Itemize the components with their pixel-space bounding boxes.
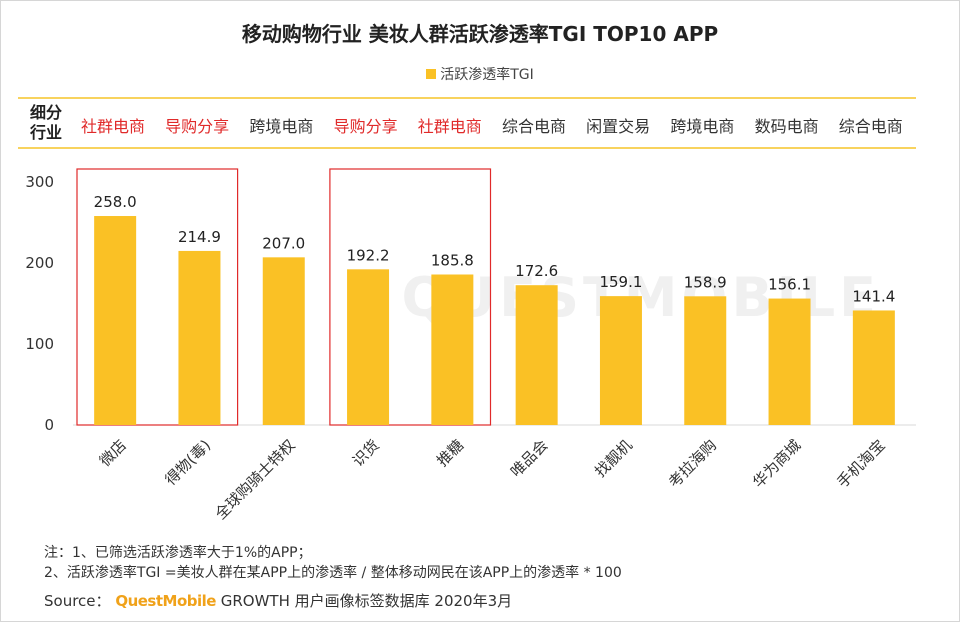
industry-row: 细分 行业 社群电商 导购分享 跨境电商 导购分享 社群电商 综合电商 闲置交易 跨境电商 数码… — [18, 97, 916, 149]
industry-header-line: 行业 — [29, 123, 62, 142]
data-label: 258.0 — [94, 193, 137, 211]
bar — [515, 285, 558, 425]
industry-cell: 导购分享 — [333, 117, 398, 136]
x-tick-label: 推糖 — [433, 436, 467, 470]
highlight-box — [76, 168, 239, 426]
highlight-box — [329, 168, 492, 426]
bar — [599, 296, 642, 425]
data-label: 141.4 — [852, 287, 895, 305]
x-tick-label: 华为商城 — [749, 436, 804, 491]
bar — [262, 257, 305, 425]
legend-label: 活跃渗透率TGI — [440, 67, 534, 83]
chart-title: 移动购物行业 美妆人群活跃渗透率TGI TOP10 APP — [241, 22, 719, 46]
industry-cell: 数码电商 — [754, 117, 819, 136]
industry-header: 细分 行业 — [26, 103, 66, 143]
bar — [347, 269, 390, 425]
source-prefix: Source： — [44, 592, 111, 610]
x-tick-label: 找靓机 — [591, 436, 636, 481]
data-label: 158.9 — [684, 273, 727, 291]
x-tick-label: 唯品会 — [507, 436, 552, 481]
note-line-1: 注：1、已筛选活跃渗透率大于1%的APP； — [44, 545, 312, 561]
industry-cell: 社群电商 — [417, 117, 482, 136]
bar — [684, 296, 727, 425]
bar — [178, 250, 221, 425]
source-line: Source： QuestMobile GROWTH 用户画像标签数据库 202… — [44, 590, 512, 611]
data-label: 207.0 — [262, 234, 305, 252]
industry-cell: 社群电商 — [80, 117, 145, 136]
industry-cell: 导购分享 — [165, 117, 230, 136]
legend: 活跃渗透率TGI — [0, 64, 960, 84]
y-tick-label: 300 — [25, 173, 54, 191]
data-label: 159.1 — [599, 273, 642, 291]
y-tick-label: 200 — [25, 254, 54, 272]
x-tick-label: 考拉海购 — [665, 436, 720, 491]
data-label: 214.9 — [178, 228, 221, 246]
x-tick-label: 微店 — [96, 436, 130, 470]
x-tick-label: 得物(毒) — [161, 436, 214, 489]
x-tick-label: 全球购骑士特权 — [212, 436, 299, 523]
note-line-2: 2、活跃渗透率TGI =美妆人群在某APP上的渗透率 / 整体移动网民在该APP… — [44, 565, 622, 581]
bar — [768, 298, 811, 425]
bar — [431, 274, 474, 425]
bar — [94, 216, 137, 425]
data-label: 192.2 — [347, 246, 390, 264]
source-text: GROWTH 用户画像标签数据库 2020年3月 — [220, 592, 513, 610]
industry-cell: 跨境电商 — [670, 117, 735, 136]
x-tick-label: 识货 — [349, 436, 383, 470]
bar — [852, 310, 895, 425]
industry-cell: 闲置交易 — [586, 117, 651, 136]
industry-cell: 跨境电商 — [249, 117, 314, 136]
data-label: 172.6 — [515, 262, 558, 280]
industry-cell: 综合电商 — [838, 117, 903, 136]
data-label: 156.1 — [768, 276, 811, 294]
data-label: 185.8 — [431, 252, 474, 270]
industry-header-line: 细分 — [29, 103, 62, 122]
y-tick-label: 0 — [44, 416, 54, 434]
y-tick-label: 100 — [25, 335, 54, 353]
industry-cell: 综合电商 — [501, 117, 566, 136]
questmobile-logo: QuestMobile — [115, 592, 216, 610]
x-tick-label: 手机淘宝 — [834, 436, 889, 491]
legend-swatch — [426, 69, 437, 79]
